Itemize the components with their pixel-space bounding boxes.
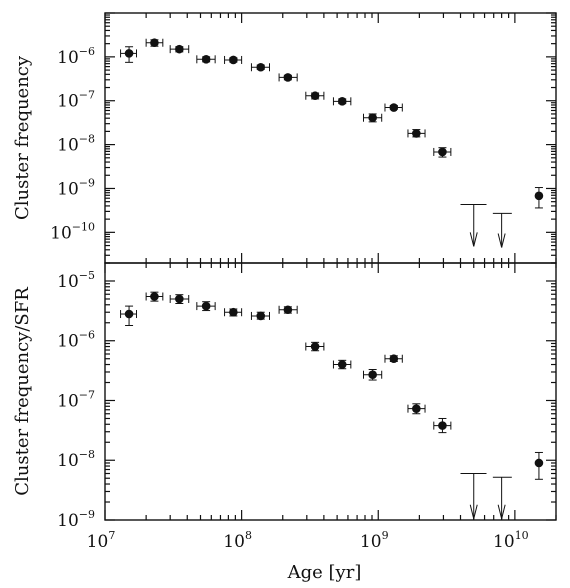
data-marker: [438, 421, 447, 430]
upper-limit: [460, 204, 487, 247]
data-point: [250, 311, 271, 321]
data-point: [145, 291, 164, 302]
upper-limit-arrow-head: [469, 504, 475, 519]
data-marker: [124, 49, 134, 58]
upper-limit: [492, 212, 512, 248]
upper-limit-arrow-head: [469, 232, 475, 247]
x-tick-label: 1010: [493, 529, 529, 552]
data-marker: [256, 62, 266, 72]
data-point: [169, 294, 190, 304]
upper-limit-arrow-head: [501, 504, 506, 519]
plot-frame-top: [104, 12, 557, 264]
data-point: [278, 305, 298, 315]
upper-limit-arrow-head: [473, 504, 478, 519]
data-point: [196, 55, 216, 64]
y-axis-label-bottom: Cluster frequency/SFR: [12, 287, 33, 496]
x-tick-label: 109: [360, 529, 389, 552]
data-marker: [438, 147, 447, 157]
tick-labels-bottom: 10−9 10−8 10−7 10−6 10−5 107 108 109 1010: [57, 269, 529, 552]
data-marker: [150, 38, 159, 48]
panel-cluster-frequency: 10−10 10−9 10−8 10−7 10−6 Cluster frequency: [12, 12, 557, 264]
data-point: [250, 62, 271, 72]
data-marker: [534, 458, 544, 468]
plot-frame-bottom: [104, 262, 557, 521]
data-marks-bottom: [120, 291, 544, 519]
data-point: [407, 129, 426, 138]
ticks-top: [104, 12, 557, 264]
upper-limit-arrow-head: [497, 233, 503, 248]
data-marker: [412, 129, 421, 138]
upper-limit-arrow-head: [501, 233, 506, 248]
data-point: [145, 38, 164, 48]
data-marker: [175, 44, 184, 54]
data-point: [224, 307, 243, 317]
upper-limit-arrow-head: [473, 232, 478, 247]
data-point: [363, 369, 383, 381]
y-tick-label: 10−9: [57, 176, 95, 199]
data-point: [384, 354, 403, 364]
y-axis-label-top: Cluster frequency: [12, 55, 33, 220]
data-marker: [534, 191, 544, 201]
data-point: [433, 147, 452, 158]
data-point: [196, 301, 216, 312]
y-tick-label: 10−5: [57, 269, 95, 292]
upper-limit: [460, 473, 487, 519]
data-marker: [150, 292, 159, 301]
upper-limit: [492, 476, 512, 519]
data-marker: [256, 311, 266, 321]
x-tick-label: 108: [223, 529, 252, 552]
y-tick-label: 10−7: [57, 388, 95, 411]
data-marker: [310, 91, 320, 101]
data-marker: [201, 55, 211, 64]
data-point: [534, 187, 544, 209]
data-marker: [337, 97, 347, 106]
y-tick-label: 10−9: [57, 508, 95, 531]
data-point: [224, 55, 243, 65]
data-marker: [337, 360, 347, 369]
data-point: [534, 451, 544, 480]
data-point: [407, 403, 426, 415]
data-marker: [368, 113, 377, 123]
y-tick-label: 10−6: [57, 45, 95, 68]
data-marker: [229, 307, 238, 317]
data-marker: [389, 103, 399, 112]
data-point: [305, 91, 325, 101]
data-point: [384, 103, 403, 112]
panel-cluster-frequency-per-sfr: 10−9 10−8 10−7 10−6 10−5 107 108 109 1010 Cluste…: [12, 262, 557, 583]
data-marker: [124, 309, 134, 319]
y-tick-label: 10−8: [57, 448, 95, 471]
data-point: [305, 341, 325, 352]
data-point: [332, 359, 352, 370]
x-axis-label: Age [yr]: [287, 562, 362, 583]
ticks-bottom: [104, 262, 557, 521]
y-tick-label: 10−6: [57, 329, 95, 352]
data-marker: [412, 404, 421, 413]
data-marker: [201, 301, 211, 311]
data-point: [169, 44, 190, 54]
tick-labels-top: 10−10 10−9 10−8 10−7 10−6: [50, 45, 95, 243]
x-tick-label: 107: [87, 529, 116, 552]
upper-limit-arrow-head: [497, 504, 503, 519]
data-marker: [283, 305, 293, 315]
data-marker: [229, 55, 238, 65]
data-point: [120, 46, 137, 63]
y-tick-label: 10−10: [50, 220, 95, 243]
data-marker: [283, 73, 293, 82]
data-marker: [310, 342, 320, 351]
data-point: [433, 417, 452, 434]
data-marker: [389, 354, 399, 364]
data-marks-top: [120, 38, 544, 248]
y-tick-label: 10−8: [57, 133, 95, 156]
data-point: [120, 305, 137, 326]
data-point: [363, 113, 383, 123]
data-marker: [175, 294, 184, 304]
data-point: [278, 73, 298, 82]
data-point: [332, 97, 352, 106]
data-marker: [368, 370, 377, 380]
y-tick-label: 10−7: [57, 89, 95, 112]
